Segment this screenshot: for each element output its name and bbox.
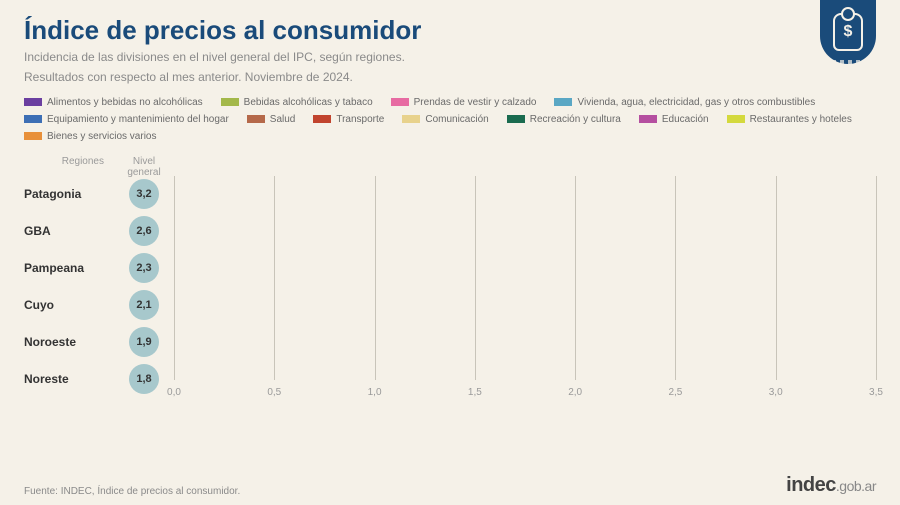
legend-item: Recreación y cultura (507, 114, 621, 125)
source-text: Fuente: INDEC, Índice de precios al cons… (24, 486, 240, 497)
subtitle-line-1: Incidencia de las divisiones en el nivel… (24, 49, 421, 65)
legend-item: Alimentos y bebidas no alcohólicas (24, 97, 203, 108)
legend-swatch (221, 98, 239, 106)
bar-row (174, 287, 876, 324)
legend-item: Transporte (313, 114, 384, 125)
price-tag-icon: $ (833, 13, 863, 51)
legend-item: Prendas de vestir y calzado (391, 97, 537, 108)
nivel-bubble: 1,8 (129, 364, 159, 394)
legend-label: Comunicación (425, 114, 488, 125)
nivel-bubble: 2,6 (129, 216, 159, 246)
legend-label: Bebidas alcohólicas y tabaco (244, 97, 373, 108)
region-label: Pampeana (24, 261, 84, 275)
region-label: Noroeste (24, 335, 76, 349)
region-label: Patagonia (24, 187, 81, 201)
wave-decoration (824, 60, 872, 66)
legend-swatch (391, 98, 409, 106)
legend-label: Restaurantes y hoteles (750, 114, 852, 125)
column-header-nivel: Nivel general (124, 156, 164, 176)
nivel-column: Nivel general 3,2 2,6 2,3 2,1 1,9 1,8 (124, 156, 164, 398)
legend-item: Bienes y servicios varios (24, 131, 156, 142)
legend-swatch (554, 98, 572, 106)
legend-swatch (313, 115, 331, 123)
nivel-bubble: 1,9 (129, 327, 159, 357)
legend-item: Vivienda, agua, electricidad, gas y otro… (554, 97, 815, 108)
legend-label: Salud (270, 114, 296, 125)
column-header-regiones: Regiones (24, 156, 114, 176)
legend-item: Salud (247, 114, 296, 125)
plot-area: 0,00,51,01,52,02,53,03,5 (174, 156, 876, 398)
bar-row (174, 324, 876, 361)
legend-swatch (24, 115, 42, 123)
bar-row (174, 213, 876, 250)
legend-label: Vivienda, agua, electricidad, gas y otro… (577, 97, 815, 108)
title-block: Índice de precios al consumidor Incidenc… (24, 16, 421, 85)
brand-logo: indec.gob.ar (786, 474, 876, 497)
legend: Alimentos y bebidas no alcohólicas Bebida… (24, 97, 876, 142)
legend-item: Bebidas alcohólicas y tabaco (221, 97, 373, 108)
brand-bold: indec (786, 474, 836, 496)
region-label: Noreste (24, 372, 69, 386)
header: Índice de precios al consumidor Incidenc… (24, 16, 876, 85)
legend-item: Equipamiento y mantenimiento del hogar (24, 114, 229, 125)
region-label: Cuyo (24, 298, 54, 312)
page-title: Índice de precios al consumidor (24, 16, 421, 45)
bar-row (174, 361, 876, 398)
legend-item: Comunicación (402, 114, 488, 125)
legend-label: Transporte (336, 114, 384, 125)
legend-item: Restaurantes y hoteles (727, 114, 852, 125)
region-column: Regiones Patagonia GBA Pampeana Cuyo Noroest… (24, 156, 114, 398)
legend-label: Recreación y cultura (530, 114, 621, 125)
footer: Fuente: INDEC, Índice de precios al cons… (24, 474, 876, 497)
legend-label: Prendas de vestir y calzado (414, 97, 537, 108)
chart-area: Regiones Patagonia GBA Pampeana Cuyo Noroest… (24, 156, 876, 398)
legend-swatch (507, 115, 525, 123)
nivel-bubble: 2,1 (129, 290, 159, 320)
bar-row (174, 176, 876, 213)
region-label: GBA (24, 224, 51, 238)
subtitle-line-2: Resultados con respecto al mes anterior.… (24, 69, 421, 85)
nivel-bubble: 3,2 (129, 179, 159, 209)
legend-label: Alimentos y bebidas no alcohólicas (47, 97, 203, 108)
price-badge: $ (820, 0, 876, 64)
brand-light: .gob.ar (836, 478, 876, 494)
legend-label: Bienes y servicios varios (47, 131, 156, 142)
legend-label: Educación (662, 114, 709, 125)
legend-item: Educación (639, 114, 709, 125)
bar-row (174, 250, 876, 287)
nivel-bubble: 2,3 (129, 253, 159, 283)
badge-symbol: $ (844, 23, 853, 41)
legend-swatch (639, 115, 657, 123)
legend-label: Equipamiento y mantenimiento del hogar (47, 114, 229, 125)
legend-swatch (727, 115, 745, 123)
legend-swatch (24, 98, 42, 106)
legend-swatch (24, 132, 42, 140)
grid-line (876, 176, 877, 380)
stacked-bars (174, 176, 876, 380)
legend-swatch (402, 115, 420, 123)
legend-swatch (247, 115, 265, 123)
